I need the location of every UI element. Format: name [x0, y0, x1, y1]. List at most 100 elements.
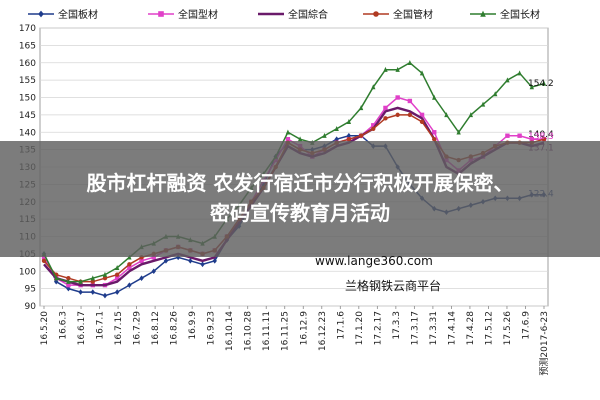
x-tick-label: 17.1.20: [355, 311, 365, 346]
x-tick-label: 16.10.28: [244, 311, 254, 351]
y-tick-label: 140: [19, 128, 36, 138]
data-point: [139, 258, 144, 264]
data-point: [371, 126, 376, 131]
data-point: [41, 258, 47, 264]
end-value-label: 138.3: [528, 132, 554, 142]
data-point: [358, 133, 364, 138]
data-point: [383, 105, 388, 111]
data-point: [90, 289, 95, 295]
data-point: [102, 271, 108, 277]
x-tick-label: 17.4.28: [466, 311, 476, 346]
x-tick-label: 16.9.9: [188, 311, 198, 340]
headline-text[interactable]: 股市杠杆融资 农发行宿迁市分行积极开展保密、 密码宣传教育月活动: [0, 168, 600, 228]
data-point: [151, 255, 156, 260]
legend-label: 全国管材: [393, 8, 433, 21]
data-point: [407, 112, 413, 118]
data-point: [468, 112, 474, 118]
data-point: [419, 112, 425, 118]
data-point: [90, 275, 95, 281]
y-tick-label: 90: [25, 302, 37, 312]
data-point: [66, 276, 71, 281]
x-tick-label: 17.4.14: [447, 311, 457, 346]
x-tick-label: 17.3.17: [410, 311, 420, 345]
data-point: [346, 137, 352, 142]
x-tick-label: 16.12.9: [299, 311, 309, 346]
x-tick-label: 16.5.20: [40, 311, 50, 346]
data-point: [163, 258, 169, 264]
x-tick-label: 16.10.14: [225, 311, 235, 351]
data-point: [493, 91, 498, 97]
data-point: [41, 255, 47, 260]
data-point: [139, 275, 144, 281]
data-point: [90, 279, 95, 284]
data-point: [127, 265, 132, 270]
data-point: [541, 137, 547, 142]
x-tick-label: 16.7.15: [114, 311, 124, 345]
headline-line-2[interactable]: 密码宣传教育月活动: [210, 201, 390, 225]
data-point: [66, 278, 71, 284]
legend-label: 全国长材: [500, 8, 540, 21]
data-point: [114, 289, 120, 295]
data-point: [188, 258, 193, 264]
data-point: [102, 276, 108, 281]
legend-marker: [373, 11, 379, 17]
end-value-label: 140.4: [528, 130, 554, 140]
y-tick-label: 165: [19, 41, 36, 51]
data-point: [529, 84, 535, 90]
data-point: [78, 289, 83, 295]
legend-label: 全国綜合: [288, 8, 328, 21]
x-tick-label: 预测2017-6-23: [539, 311, 550, 376]
x-tick-label: 17.2.17: [373, 311, 383, 345]
data-point: [127, 282, 132, 288]
x-tick-label: 16.9.23: [207, 311, 217, 345]
data-point: [114, 264, 120, 270]
data-point: [212, 258, 217, 264]
y-tick-label: 160: [19, 59, 36, 69]
x-tick-label: 16.12.23: [318, 311, 328, 351]
data-point: [432, 94, 437, 100]
data-point: [529, 137, 535, 142]
data-point: [114, 276, 120, 281]
data-point: [517, 70, 522, 76]
data-point: [102, 292, 108, 299]
data-point: [114, 272, 120, 277]
legend-label: 全国型材: [178, 8, 218, 21]
data-point: [371, 123, 376, 128]
data-point: [480, 101, 486, 107]
data-point: [395, 112, 400, 118]
data-point: [66, 282, 71, 288]
series-line-5: [43, 61, 545, 283]
legend-marker: [38, 10, 44, 18]
legend-label: 全国板材: [58, 8, 98, 21]
headline-line-1[interactable]: 股市杠杆融资 农发行宿迁市分行积极开展保密、: [86, 171, 514, 195]
data-point: [432, 137, 437, 142]
y-tick-label: 150: [19, 94, 36, 104]
data-point: [383, 66, 388, 72]
x-tick-label: 17.1.6: [336, 311, 346, 340]
data-point: [322, 132, 327, 138]
data-point: [285, 137, 291, 142]
y-tick-label: 170: [19, 24, 36, 34]
x-tick-label: 16.11.11: [262, 311, 272, 351]
data-point: [346, 119, 352, 125]
data-point: [407, 98, 413, 104]
data-point: [505, 77, 510, 83]
x-tick-label: 17.3.3: [392, 311, 402, 340]
data-point: [505, 133, 510, 138]
watermark-platform-name: 兰格钢铁云商平台: [345, 279, 442, 293]
y-tick-label: 155: [19, 76, 36, 86]
data-point: [127, 254, 132, 260]
data-point: [127, 262, 132, 267]
end-value-label: 154.2: [528, 79, 554, 89]
data-point: [53, 275, 59, 281]
x-tick-label: 16.8.12: [151, 311, 161, 345]
watermark-url: www.lange360.com: [315, 254, 433, 268]
legend-marker: [158, 11, 164, 17]
data-point: [419, 70, 425, 76]
data-point: [371, 84, 376, 90]
legend-marker: [480, 10, 486, 17]
data-point: [395, 66, 400, 72]
data-point: [151, 268, 156, 275]
data-point: [200, 261, 205, 268]
